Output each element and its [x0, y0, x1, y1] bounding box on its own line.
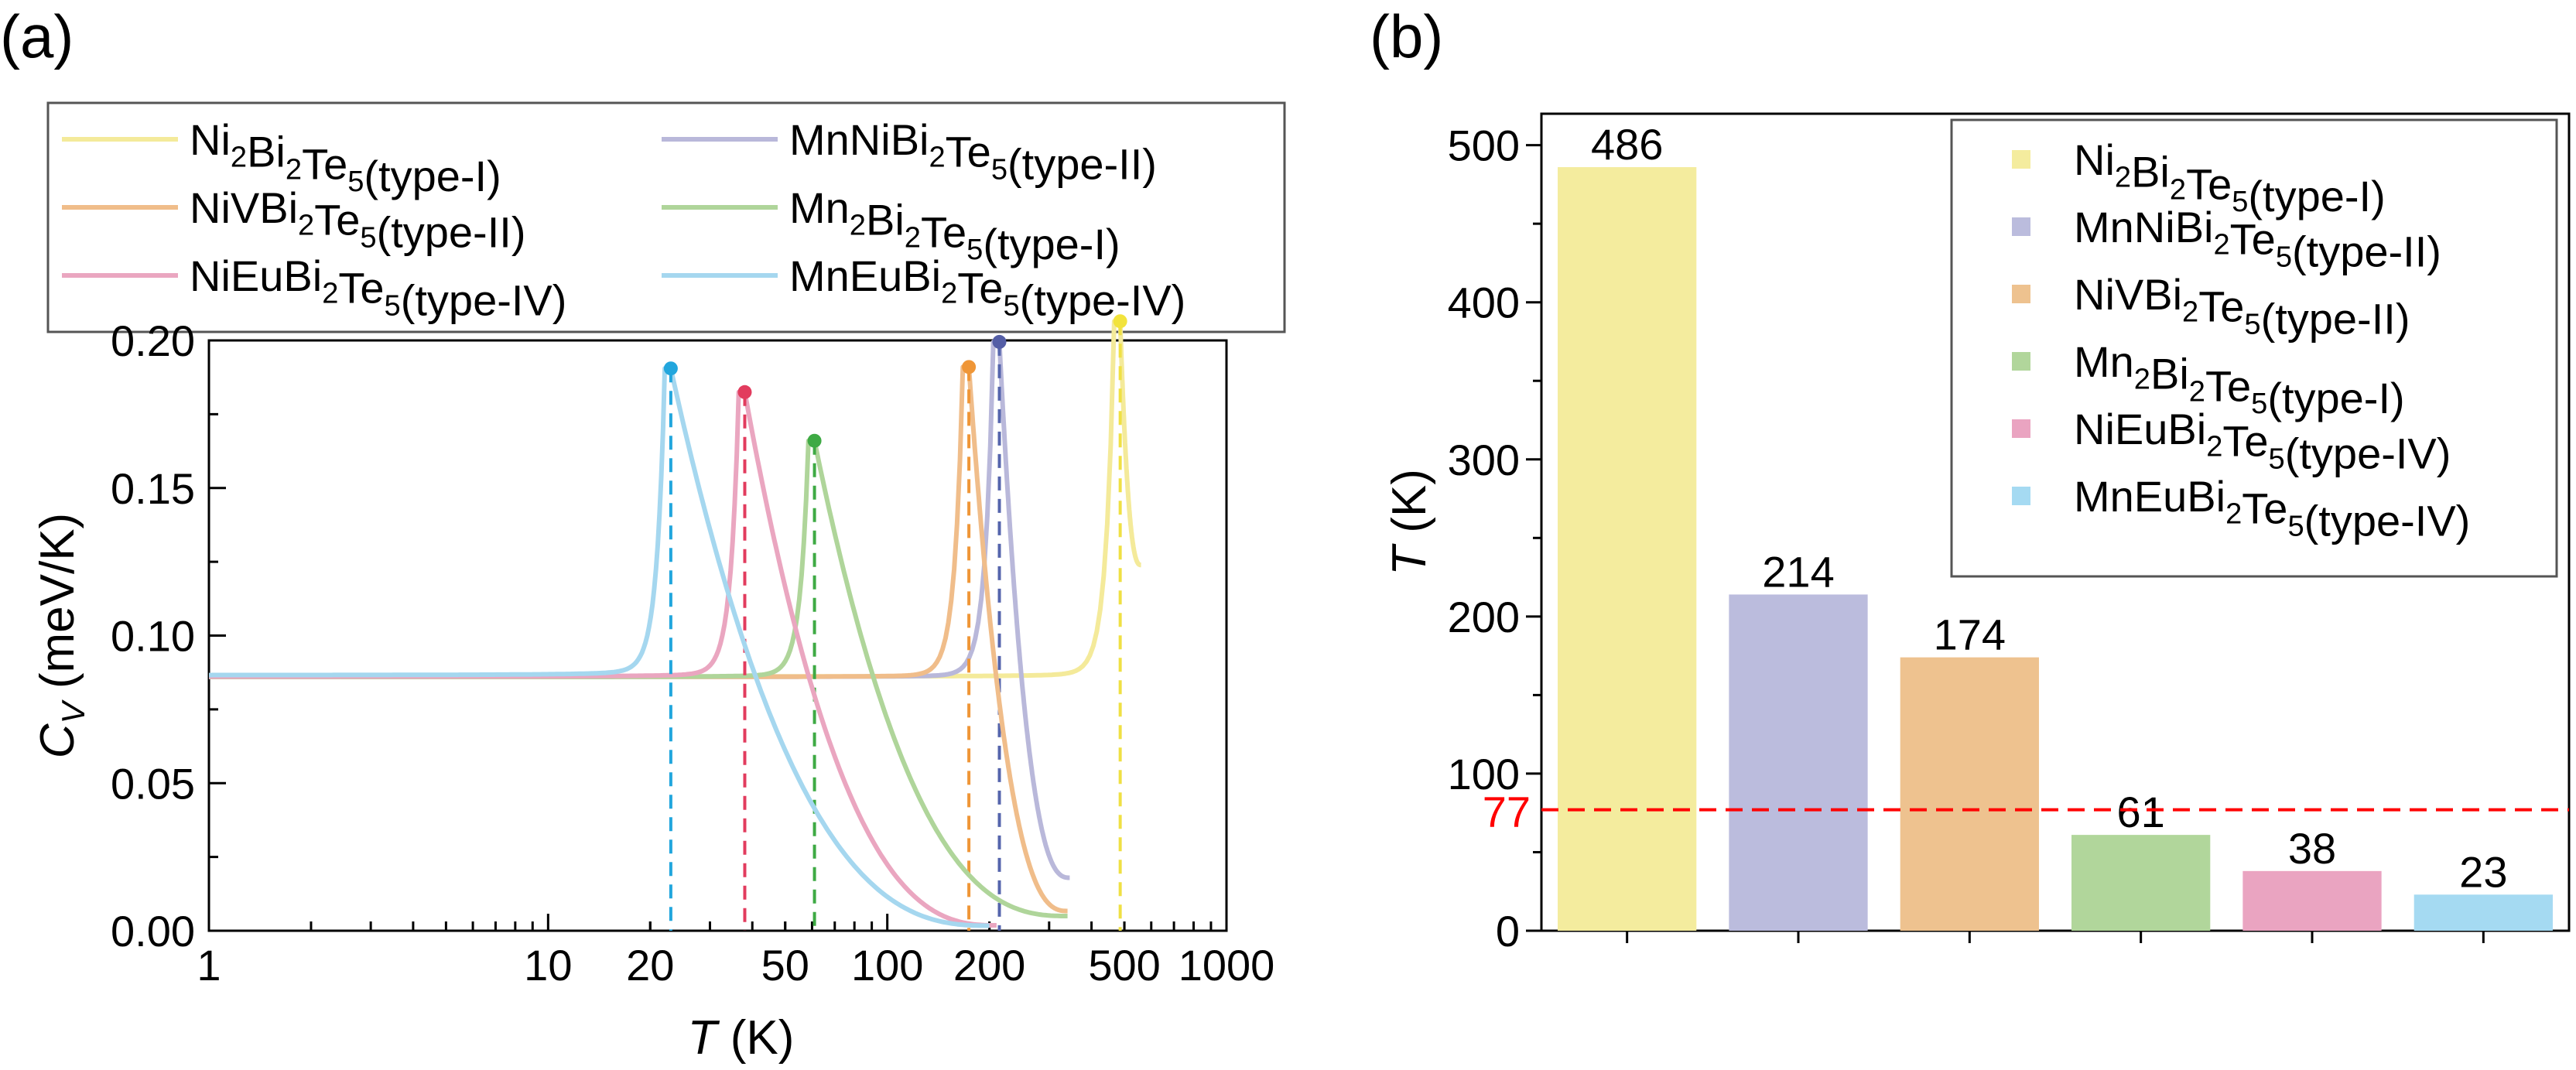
legend-b-label-NiEuBi2Te5: NiEuBi2Te5(type-IV) [2074, 405, 2451, 477]
y-tick-label: 0.10 [111, 612, 195, 661]
legend-a-label-NiVBi2Te5: NiVBi2Te5(type-II) [190, 183, 525, 256]
y-tick-label: 0.00 [111, 907, 195, 955]
legend-b-label-MnEuBi2Te5: MnEuBi2Te5(type-IV) [2074, 472, 2470, 545]
legend-a: Ni2Bi2Te5(type-I) MnNiBi2Te5(type-II) NiVB… [46, 101, 1286, 333]
y-tick-label: 200 [1448, 593, 1520, 641]
x-tick-label: 200 [953, 941, 1025, 990]
y-tick-label: 0.05 [111, 759, 195, 808]
panel-b-label: (b) [1370, 2, 1443, 70]
peak-marker-MnEuBi2Te5 [663, 361, 678, 376]
peak-marker-Ni2Bi2Te5 [1113, 314, 1127, 329]
x-axis-title: T (K) [688, 1011, 795, 1065]
value-label-NiVBi2Te5: 174 [1934, 610, 2006, 659]
y-tick-label: 0.15 [111, 464, 195, 513]
plot-b-frame [1540, 112, 2571, 932]
legend-a-label-Ni2Bi2Te5: Ni2Bi2Te5(type-I) [190, 115, 501, 200]
y-tick-label: 100 [1448, 750, 1520, 798]
legend-b-swatch-MnEuBi2Te5 [2012, 487, 2030, 505]
legend-a-label-MnNiBi2Te5: MnNiBi2Te5(type-II) [789, 115, 1157, 188]
legend-b-swatch-Ni2Bi2Te5 [2012, 150, 2030, 169]
curve-NiEuBi2Te5 [208, 389, 997, 928]
legend-b-swatch-MnNiBi2Te5 [2012, 217, 2030, 236]
curve-NiVBi2Te5 [209, 364, 1069, 914]
value-label-NiEuBi2Te5: 38 [2288, 824, 2336, 873]
bar-MnEuBi2Te5 [2414, 894, 2553, 931]
legend-b-swatch-Mn2Bi2Te5 [2012, 352, 2030, 371]
legend-a-label-Mn2Bi2Te5: Mn2Bi2Te5(type-I) [789, 183, 1120, 268]
y-tick-label: 500 [1448, 121, 1520, 170]
bar-Ni2Bi2Te5 [1558, 167, 1697, 932]
legend-b-label-Mn2Bi2Te5: Mn2Bi2Te5(type-I) [2074, 337, 2405, 422]
panel-a-label: (a) [0, 2, 74, 70]
chart-b-transition-temperature: 486 214 174 61 38 23 0 100 200 300 400 500 77 T (K) Ni… [1383, 112, 2571, 955]
reference-line-label: 77 [1483, 788, 1531, 836]
x-tick-label: 100 [851, 941, 923, 990]
value-label-MnNiBi2Te5: 214 [1762, 547, 1834, 596]
legend-b: Ni2Bi2Te5(type-I)MnNiBi2Te5(type-II)NiVB… [1950, 118, 2558, 578]
x-tick-label: 20 [626, 941, 674, 990]
legend-a-label-MnEuBi2Te5: MnEuBi2Te5(type-IV) [789, 251, 1185, 324]
curve-MnNiBi2Te5 [209, 339, 1072, 880]
legend-b-swatch-NiEuBi2Te5 [2012, 419, 2030, 438]
y-tick-label: 0.20 [111, 316, 195, 365]
legend-b-label-Ni2Bi2Te5: Ni2Bi2Te5(type-I) [2074, 135, 2386, 220]
legend-b-frame [1950, 118, 2558, 578]
legend-b-swatch-NiVBi2Te5 [2012, 285, 2030, 303]
legend-b-label-NiVBi2Te5: NiVBi2Te5(type-II) [2074, 270, 2410, 343]
value-label-MnEuBi2Te5: 23 [2459, 847, 2507, 896]
x-tick-label: 1 [197, 941, 221, 990]
y-tick-label: 400 [1448, 279, 1520, 327]
y-axis-title: T (K) [1383, 469, 1436, 576]
peak-marker-MnNiBi2Te5 [992, 334, 1007, 349]
bar-NiEuBi2Te5 [2242, 870, 2382, 931]
value-label-Ni2Bi2Te5: 486 [1591, 120, 1663, 169]
bar-Mn2Bi2Te5 [2071, 835, 2211, 931]
plot-a-frame [207, 339, 1228, 932]
legend-a-label-NiEuBi2Te5: NiEuBi2Te5(type-IV) [190, 251, 566, 324]
y-axis-title: CV (meV/K) [31, 513, 91, 758]
peak-marker-NiEuBi2Te5 [737, 385, 752, 399]
x-tick-label: 500 [1088, 941, 1160, 990]
peak-marker-Mn2Bi2Te5 [807, 433, 822, 448]
chart-a-heat-capacity: 1 10 20 50 100 200 500 1000 0.00 0.05 0.10 0.15 0.20… [31, 314, 1274, 1065]
x-tick-label: 10 [524, 941, 572, 990]
x-tick-label: 1000 [1179, 941, 1275, 990]
legend-b-label-MnNiBi2Te5: MnNiBi2Te5(type-II) [2074, 203, 2441, 275]
peak-marker-NiVBi2Te5 [962, 360, 977, 374]
curve-MnEuBi2Te5 [208, 366, 990, 928]
y-tick-label: 0 [1496, 907, 1520, 955]
bar-NiVBi2Te5 [1900, 657, 2039, 931]
bar-MnNiBi2Te5 [1729, 594, 1868, 931]
y-tick-label: 300 [1448, 436, 1520, 484]
value-label-Mn2Bi2Te5: 61 [2117, 788, 2165, 836]
x-tick-label: 50 [761, 941, 809, 990]
